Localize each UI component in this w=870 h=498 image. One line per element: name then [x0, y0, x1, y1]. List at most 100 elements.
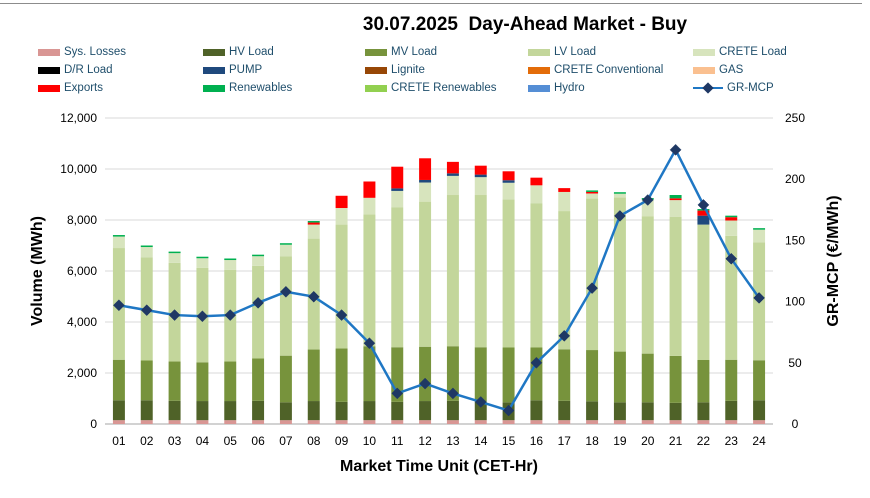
legend-swatch — [365, 48, 387, 56]
gr-mcp-point — [697, 199, 710, 211]
legend-label: Renewables — [229, 82, 293, 94]
bar-segment-crete-load — [391, 190, 404, 208]
x-tick-label: 21 — [669, 434, 683, 448]
y-axis-title: Volume (MWh) — [29, 216, 46, 326]
bar-segment-crete-load — [530, 185, 543, 204]
x-tick-label: 20 — [641, 434, 655, 448]
gr-mcp-point — [641, 194, 654, 206]
x-tick-label: 22 — [697, 434, 711, 448]
bar-segment-sys-losses — [669, 420, 682, 424]
gr-mcp-point — [363, 337, 376, 350]
y-tick-label: 4,000 — [67, 315, 97, 329]
legend-label: Hydro — [554, 82, 585, 94]
bar-segment-mv-load — [335, 348, 348, 402]
bar-segment-mv-load — [697, 359, 710, 403]
bar-segment-lv-load — [279, 256, 292, 356]
bar-segment-crete-load — [252, 256, 265, 266]
legend-label: D/R Load — [64, 64, 113, 76]
bar-segment-crete-load — [669, 200, 682, 217]
x-tick-label: 02 — [140, 434, 154, 448]
bar-segment-sys-losses — [558, 420, 571, 424]
legend-label: GR-MCP — [727, 82, 774, 94]
bar-segment-mv-load — [725, 359, 738, 401]
bar-segment-hv-load — [697, 402, 710, 421]
x-tick-label: 06 — [251, 434, 265, 448]
gr-mcp-point — [669, 143, 682, 156]
bar-segment-crete-load — [335, 208, 348, 225]
legend-label: Sys. Losses — [64, 46, 126, 58]
gr-mcp-point — [753, 292, 765, 304]
bar-segment-mv-load — [474, 347, 487, 402]
bar-segment-hv-load — [419, 401, 432, 421]
bar-segment-lv-load — [335, 224, 348, 349]
legend-swatch — [203, 66, 225, 74]
legend-label: MV Load — [391, 46, 438, 58]
bar-segment-crete-load — [641, 199, 654, 217]
bar-segment-lv-load — [697, 224, 710, 360]
bar-segment-mv-load — [252, 358, 265, 401]
bar-segment-sys-losses — [196, 420, 209, 424]
bar-segment-mv-load — [307, 349, 320, 402]
gr-mcp-point — [614, 210, 626, 222]
bar-segment-hv-load — [140, 400, 153, 421]
bar-segment-pump — [446, 173, 459, 176]
bar-segment-hv-load — [391, 401, 404, 421]
legend-item: D/R Load — [38, 62, 113, 78]
gr-mcp-point — [140, 304, 153, 317]
gr-mcp-point — [447, 387, 459, 400]
bar-segment-pump — [474, 174, 487, 178]
bar-segment-mv-load — [419, 346, 432, 402]
bar-segment-sys-losses — [697, 420, 710, 424]
legend-item: PUMP — [203, 62, 262, 78]
legend-label: CRETE Load — [719, 46, 787, 58]
bar-segment-lv-load — [669, 216, 682, 356]
legend-swatch — [203, 84, 225, 92]
bar-segment-hv-load — [530, 400, 543, 421]
bar-segment-exports — [446, 161, 459, 174]
bar-segment-sys-losses — [586, 420, 599, 424]
x-tick-label: 04 — [196, 434, 210, 448]
bar-segment-hv-load — [474, 401, 487, 421]
bar-segment-exports — [558, 188, 571, 192]
x-tick-label: 08 — [307, 434, 321, 448]
x-tick-label: 13 — [446, 434, 460, 448]
bar-segment-renewables — [140, 245, 153, 248]
legend-item: Exports — [38, 80, 103, 96]
bar-segment-sys-losses — [725, 420, 738, 424]
bar-segment-hv-load — [753, 400, 766, 421]
legend-item: CRETE Renewables — [365, 80, 496, 96]
bar-segment-sys-losses — [502, 420, 515, 424]
y2-tick-label: 250 — [785, 111, 805, 125]
bar-segment-sys-losses — [307, 420, 320, 424]
y2-tick-label: 100 — [785, 295, 805, 309]
bar-segment-renewables — [753, 228, 766, 230]
bar-segment-mv-load — [586, 350, 599, 402]
bar-segment-crete-load — [363, 197, 376, 215]
bar-segment-lv-load — [363, 214, 376, 347]
bar-segment-hv-load — [112, 400, 125, 421]
legend-swatch — [693, 66, 715, 74]
legend-swatch — [528, 48, 550, 56]
bar-segment-hv-load — [252, 400, 265, 421]
bar-segment-mv-load — [391, 347, 404, 402]
bar-segment-lv-load — [530, 203, 543, 348]
x-tick-label: 03 — [168, 434, 182, 448]
bar-segment-exports — [474, 165, 487, 175]
bar-segment-crete-load — [279, 244, 292, 257]
bar-segment-lv-load — [252, 265, 265, 359]
bar-segment-hv-load — [224, 401, 237, 421]
bar-segment-hv-load — [335, 401, 348, 421]
legend-label: Lignite — [391, 64, 425, 76]
bar-segment-mv-load — [613, 351, 626, 403]
bar-segment-hv-load — [613, 402, 626, 421]
bar-segment-exports — [669, 198, 682, 201]
bar-segment-pump — [419, 179, 432, 183]
gr-mcp-point — [558, 330, 571, 342]
gr-mcp-point — [530, 356, 543, 369]
x-tick-label: 01 — [112, 434, 126, 448]
bar-segment-lv-load — [586, 198, 599, 351]
bar-segment-renewables — [112, 235, 125, 237]
legend-swatch — [38, 84, 60, 92]
bar-segment-crete-load — [168, 253, 181, 263]
legend-line-marker — [693, 80, 723, 96]
